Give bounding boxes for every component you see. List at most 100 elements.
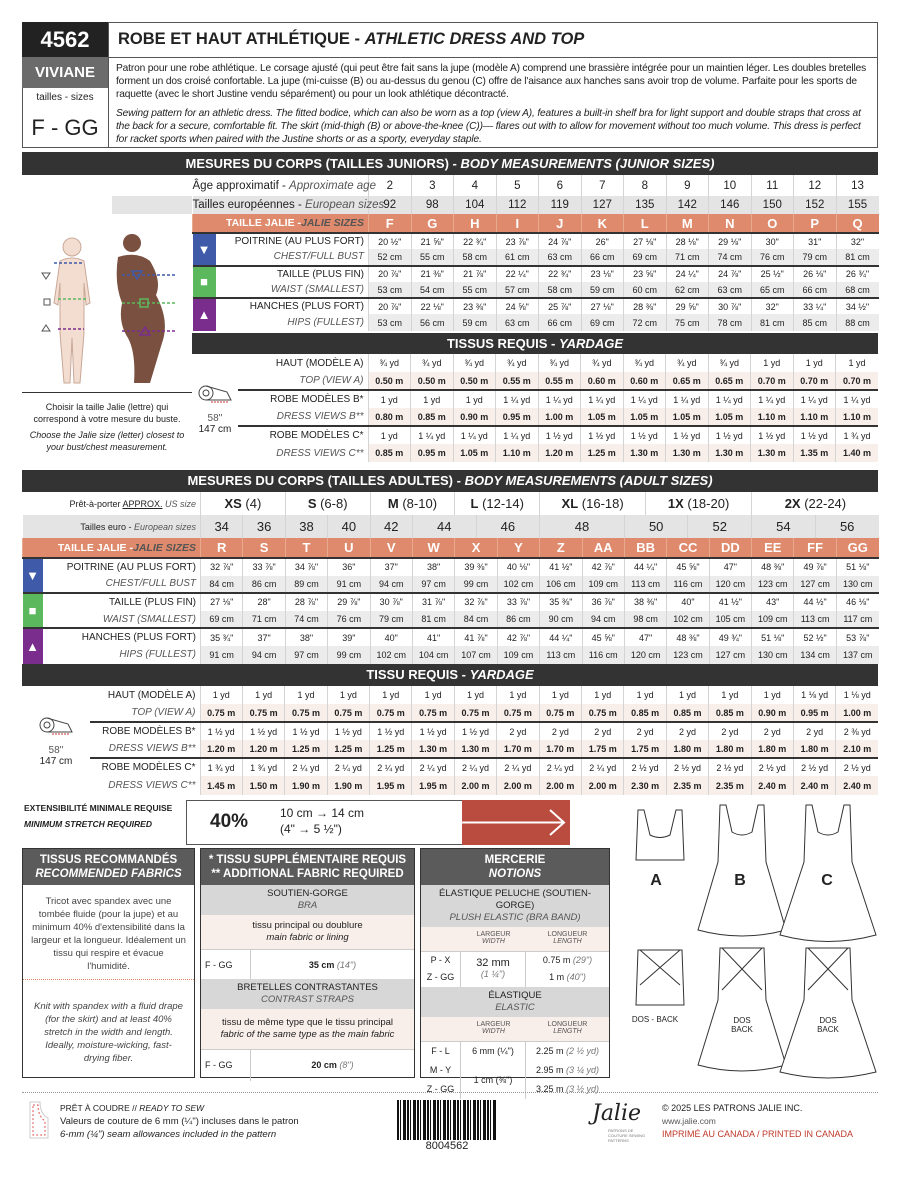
value-yd: 1 yd: [241, 686, 285, 705]
value-cm: 72 cm: [623, 314, 667, 331]
value-inches: 25 ½": [750, 264, 794, 282]
value-cm: 102 cm: [496, 575, 540, 594]
length: 2.95 m: [535, 1065, 564, 1075]
value-m: 0.95 m: [410, 444, 453, 462]
value-cm: 79 cm: [369, 610, 413, 629]
yardage-title-fr: TISSUS REQUIS -: [446, 336, 559, 351]
value-m: 1.05 m: [665, 408, 708, 426]
triangle-down-icon: ▼: [192, 232, 216, 266]
value-yd: ¾ yd: [452, 354, 496, 372]
value-cm: 116 cm: [581, 645, 625, 664]
value-inches: 32": [750, 297, 794, 315]
value-inches: 22 ¼": [495, 264, 539, 282]
measurement-label-en: CHEST/FULL BUST: [215, 249, 369, 266]
value-cm: 116 cm: [666, 575, 710, 594]
value-inches: 22 ¾": [453, 231, 497, 250]
width-header-fr: LARGEUR: [476, 1021, 511, 1028]
jalie-size: N: [708, 214, 752, 233]
amount-cm: 35 cm: [308, 960, 335, 970]
junior-measurements-table: Âge approximatif - Approximate age 2 3 4 5 6 7…: [191, 175, 879, 331]
value-yd: 1 ½ yd: [665, 425, 708, 444]
value-yd: ¾ yd: [537, 354, 581, 372]
value-m: 2.40 m: [835, 776, 879, 795]
label-approx: APPROX.: [122, 498, 163, 509]
note-en: Choose the Jalie size (letter) closest t…: [29, 430, 185, 452]
value-inches: 30 ⅞": [369, 592, 413, 611]
junior-yardage-table: 58'' 147 cm HAUT (MODÈLE A) ¾ yd ¾ yd ¾ yd ¾ y…: [192, 354, 878, 462]
adult-section-header: MESURES DU CORPS (TAILLES ADULTES) - BOD…: [22, 470, 878, 492]
website-link[interactable]: www.jalie.com: [662, 1116, 716, 1126]
label-fr: Âge approximatif: [192, 179, 279, 192]
value-yd: 2 ½ yd: [623, 757, 667, 777]
fabric-roll-icon: [192, 382, 238, 407]
value-cm: 127 cm: [793, 575, 837, 594]
euro-size: 40: [327, 515, 371, 538]
value-yd: 1 ¾ yd: [241, 757, 285, 777]
us-size: L (12-14): [454, 492, 540, 515]
value-inches: 30 ⅞": [708, 297, 752, 315]
value-yd: 1 ¼ yd: [452, 425, 496, 444]
value-yd: 2 yd: [792, 721, 836, 741]
euro-size: 142: [665, 196, 709, 214]
notion-name-en: ELASTIC: [495, 1002, 535, 1013]
junior-section-header: MESURES DU CORPS (TAILLES JUNIORS) - BOD…: [22, 152, 878, 175]
value-m: 1.90 m: [284, 776, 328, 795]
euro-size: 36: [242, 515, 286, 538]
size-selection-note: Choisir la taille Jalie (lettre) qui cor…: [22, 392, 192, 463]
value-cm: 113 cm: [793, 610, 837, 629]
value-m: 1.30 m: [622, 444, 666, 462]
value-cm: 107 cm: [454, 645, 498, 664]
us-size: S (6-8): [284, 492, 371, 515]
pattern-name: VIVIANE: [22, 57, 108, 88]
value-inches: 35 ⅜": [539, 592, 583, 611]
value-inches: 38": [411, 557, 455, 576]
yardage-title-en: YARDAGE: [469, 667, 534, 682]
amount-in: (8"): [339, 1060, 354, 1070]
us-size-letter: L: [470, 496, 479, 511]
age-value: 13: [835, 175, 879, 196]
fabrics-text-fr: Tricot avec spandex avec une tombée flui…: [23, 885, 194, 980]
back-en: BACK: [817, 1025, 839, 1034]
value-m: 1.25 m: [284, 740, 328, 759]
amount-cm: 20 cm: [311, 1060, 337, 1070]
value-cm: 91 cm: [327, 575, 371, 594]
value-cm: 98 cm: [623, 610, 667, 629]
value-m: 0.55 m: [537, 372, 581, 390]
value-cm: 85 cm: [793, 314, 837, 331]
value-m: 1.70 m: [538, 740, 582, 759]
value-cm: 75 cm: [665, 314, 709, 331]
value-m: 1.50 m: [241, 776, 285, 795]
measurement-label-en: HIPS (FULLEST): [215, 314, 369, 331]
fabric-fr: tissu principal ou doublure: [252, 920, 363, 931]
label-en: Approximate age: [289, 179, 376, 192]
value-cm: 88 cm: [835, 314, 879, 331]
value-m: 2.00 m: [453, 776, 497, 795]
us-size-letter: M: [387, 496, 399, 511]
ready-fr: PRÊT À COUDRE //: [60, 1103, 140, 1113]
sizes-label: tailles - sizes: [36, 92, 94, 103]
junior-title-fr: MESURES DU CORPS (TAILLES JUNIORS) -: [185, 156, 461, 171]
value-cm: 74 cm: [284, 610, 328, 629]
measurement-row-cm: CHEST/FULL BUST 84 cm 86 cm 89 cm 91 cm 94 cm…: [23, 575, 879, 594]
value-m: 1.25 m: [326, 740, 370, 759]
value-yd: 1 ¼ yd: [707, 389, 751, 408]
euro-size: 52: [687, 515, 752, 538]
value-yd: ¾ yd: [665, 354, 708, 372]
value-cm: 89 cm: [284, 575, 328, 594]
barcode-number: 8004562: [425, 1140, 469, 1152]
value-yd: 1 yd: [581, 686, 624, 705]
view-b-front: [697, 804, 787, 937]
value-inches: 20 ⅞": [368, 297, 412, 315]
value-cm: 60 cm: [623, 281, 667, 299]
value-cm: 90 cm: [539, 610, 583, 629]
measurement-row-cm: WAIST (SMALLEST) 69 cm 71 cm 74 cm 76 cm 79 c…: [23, 610, 879, 629]
measurement-label-en: WAIST (SMALLEST): [215, 281, 369, 299]
value-inches: 47": [708, 557, 752, 576]
euro-size: 38: [284, 515, 328, 538]
value-cm: 105 cm: [708, 610, 752, 629]
value-inches: 23 ⅜": [453, 297, 497, 315]
label-en: DRESS VIEWS B**: [276, 411, 364, 422]
ready-en: READY TO SEW: [139, 1103, 205, 1113]
pattern-number: 4562: [22, 22, 108, 57]
